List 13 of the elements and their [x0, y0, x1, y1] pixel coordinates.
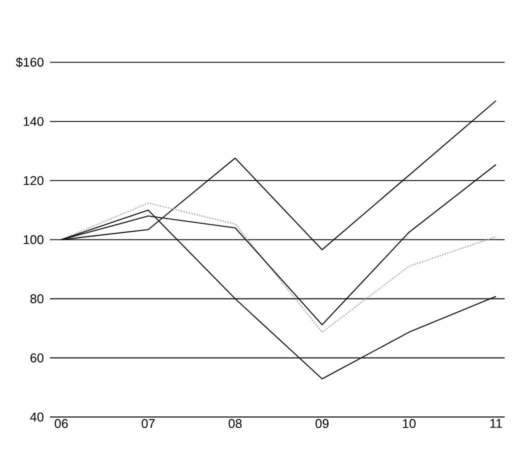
y-tick-label: 120 [24, 176, 44, 186]
x-tick-label: 09 [316, 419, 329, 428]
y-tick-label: $160 [16, 57, 44, 68]
x-tick-label: 11 [490, 419, 502, 428]
x-tick-label: 07 [142, 419, 155, 428]
y-tick-label: 40 [30, 412, 44, 422]
x-tick-label: 10 [402, 419, 416, 428]
y-tick-label: 100 [24, 235, 44, 244]
y-tick-label: 140 [24, 116, 44, 126]
y-tick-label: 60 [30, 353, 44, 362]
x-tick-label: 06 [54, 419, 68, 428]
y-tick-label: 80 [30, 294, 44, 304]
x-tick-label: 08 [228, 419, 242, 428]
